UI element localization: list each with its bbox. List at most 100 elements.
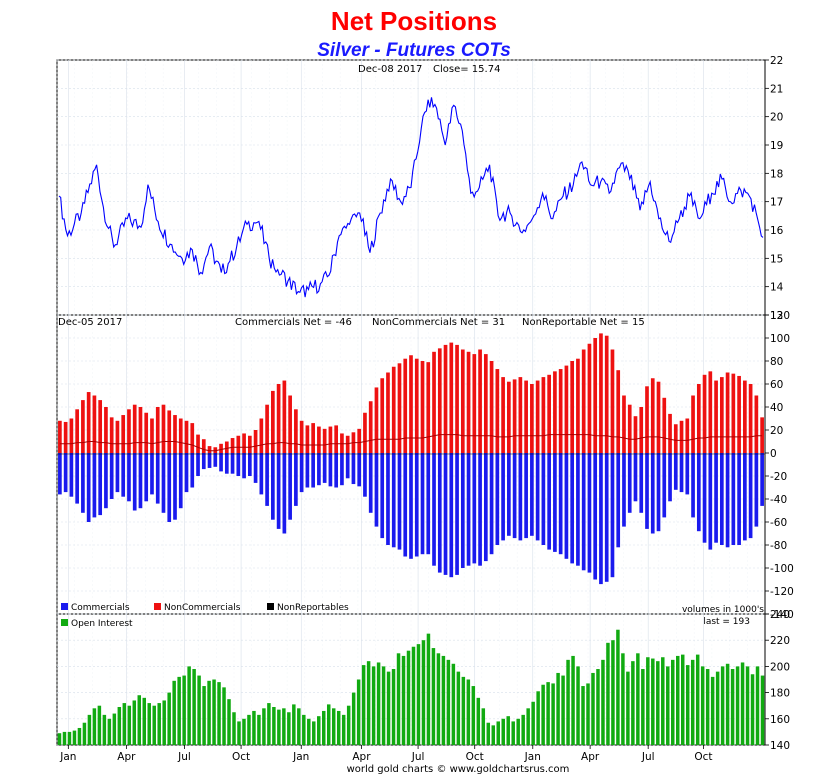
positions-axis-tick-label: -120 [770, 586, 794, 598]
open-interest-bar [636, 653, 640, 745]
commercials-bar [478, 453, 482, 566]
commercials-bar [610, 453, 615, 578]
open-interest-bar [646, 657, 650, 745]
noncommercials-bar [138, 407, 143, 453]
open-interest-bar [631, 661, 635, 745]
noncommercials-bar [437, 348, 442, 453]
noncommercials-bar [328, 426, 333, 453]
open-interest-bar [526, 708, 530, 745]
commercials-bar [743, 453, 747, 541]
noncommercials-bar [363, 412, 367, 453]
commercials-bar [386, 453, 390, 545]
noncommercials-bar [668, 413, 672, 453]
open-interest-bar [496, 721, 500, 745]
open-interest-bar [671, 659, 675, 745]
noncommercials-bar [604, 335, 609, 453]
positions-info-date: Dec-05 2017 [58, 317, 122, 328]
noncommercials-bar [472, 354, 477, 453]
open-interest-bar [287, 712, 291, 745]
open-interest-bar [242, 718, 246, 745]
legend-swatch-open-interest [61, 619, 68, 626]
open-interest-bar [451, 663, 456, 745]
price-axis-tick-label: 19 [770, 140, 783, 152]
nonreportables-line [59, 434, 763, 452]
commercials-bar [737, 453, 741, 545]
commercials-bar [236, 453, 241, 476]
open-interest-bar [351, 692, 356, 745]
positions-axis-tick-label: 60 [770, 379, 783, 391]
oi-axis-tick-label: 200 [770, 661, 790, 673]
open-interest-bar [571, 655, 575, 745]
noncommercials-bar [754, 395, 759, 453]
open-interest-bar [77, 727, 82, 745]
noncommercials-bar [75, 409, 79, 453]
noncommercials-bar [224, 441, 229, 453]
commercials-bar [754, 453, 759, 527]
commercials-bar [466, 453, 471, 566]
noncommercials-bar [190, 423, 195, 453]
noncommercials-bar [155, 407, 160, 453]
noncommercials-bar [622, 395, 626, 453]
open-interest-bar [456, 671, 461, 745]
commercials-bar [553, 453, 557, 552]
open-interest-bar [421, 640, 426, 745]
open-interest-bar [67, 731, 72, 745]
open-interest-bar [411, 646, 416, 745]
open-interest-bar [486, 722, 491, 745]
open-interest-bar [252, 710, 256, 745]
open-interest-bar [666, 666, 670, 745]
open-interest-bar [586, 683, 590, 745]
oi-axis-tick-label: 240 [770, 609, 790, 621]
commercials-bar [576, 453, 580, 566]
noncommercials-bar [564, 365, 569, 453]
noncommercials-bar [737, 375, 741, 453]
noncommercials-bar [696, 384, 701, 453]
noncommercials-bar [144, 412, 149, 453]
open-interest-bar [576, 666, 580, 745]
noncommercials-bar [184, 420, 189, 453]
open-interest-bar [62, 731, 67, 745]
commercials-net-label: Commercials Net = -46 [235, 317, 352, 328]
noncommercials-bar [466, 351, 471, 453]
legend-label-open-interest: Open Interest [71, 619, 133, 629]
commercials-bar [196, 453, 200, 476]
noncommercials-bar [449, 342, 454, 453]
noncommercials-bar [455, 344, 459, 453]
noncommercials-bar [92, 395, 97, 453]
open-interest-bar [82, 722, 87, 745]
open-interest-bar [611, 640, 615, 745]
open-interest-bar [192, 669, 196, 745]
commercials-bar [317, 453, 321, 486]
legend-swatch-noncommercials [154, 603, 161, 610]
open-interest-bar [187, 666, 191, 745]
commercials-bar [69, 453, 74, 497]
open-interest-bar [132, 700, 137, 745]
noncommercials-bar [570, 361, 575, 453]
open-interest-bar [237, 721, 241, 745]
open-interest-bar [326, 704, 331, 745]
positions-axis-tick-label: -20 [770, 471, 787, 483]
noncommercials-bar [599, 333, 603, 453]
open-interest-bar [307, 718, 311, 745]
commercials-bar [374, 453, 379, 527]
noncommercials-bar [420, 361, 425, 453]
commercials-bar [719, 453, 724, 545]
open-interest-bar [760, 675, 765, 745]
positions-axis-tick-label: 0 [770, 448, 777, 460]
open-interest-bar [107, 718, 112, 745]
price-info-date: Dec-08 2017 [358, 64, 422, 75]
commercials-bar [357, 453, 362, 487]
open-interest-bar [217, 682, 221, 745]
noncommercials-bar [305, 425, 310, 453]
commercials-bar [501, 453, 505, 541]
noncommercials-bar [322, 428, 327, 453]
noncommercials-bar [121, 415, 126, 453]
commercials-bar [507, 453, 511, 536]
open-interest-bar [112, 713, 117, 745]
noncommercials-bar [276, 384, 281, 453]
open-interest-bar [546, 682, 550, 745]
noncommercials-bar [334, 425, 339, 453]
open-interest-bar [551, 683, 555, 745]
x-axis-tick-label: Jan [292, 751, 309, 763]
commercials-bar [535, 453, 540, 541]
